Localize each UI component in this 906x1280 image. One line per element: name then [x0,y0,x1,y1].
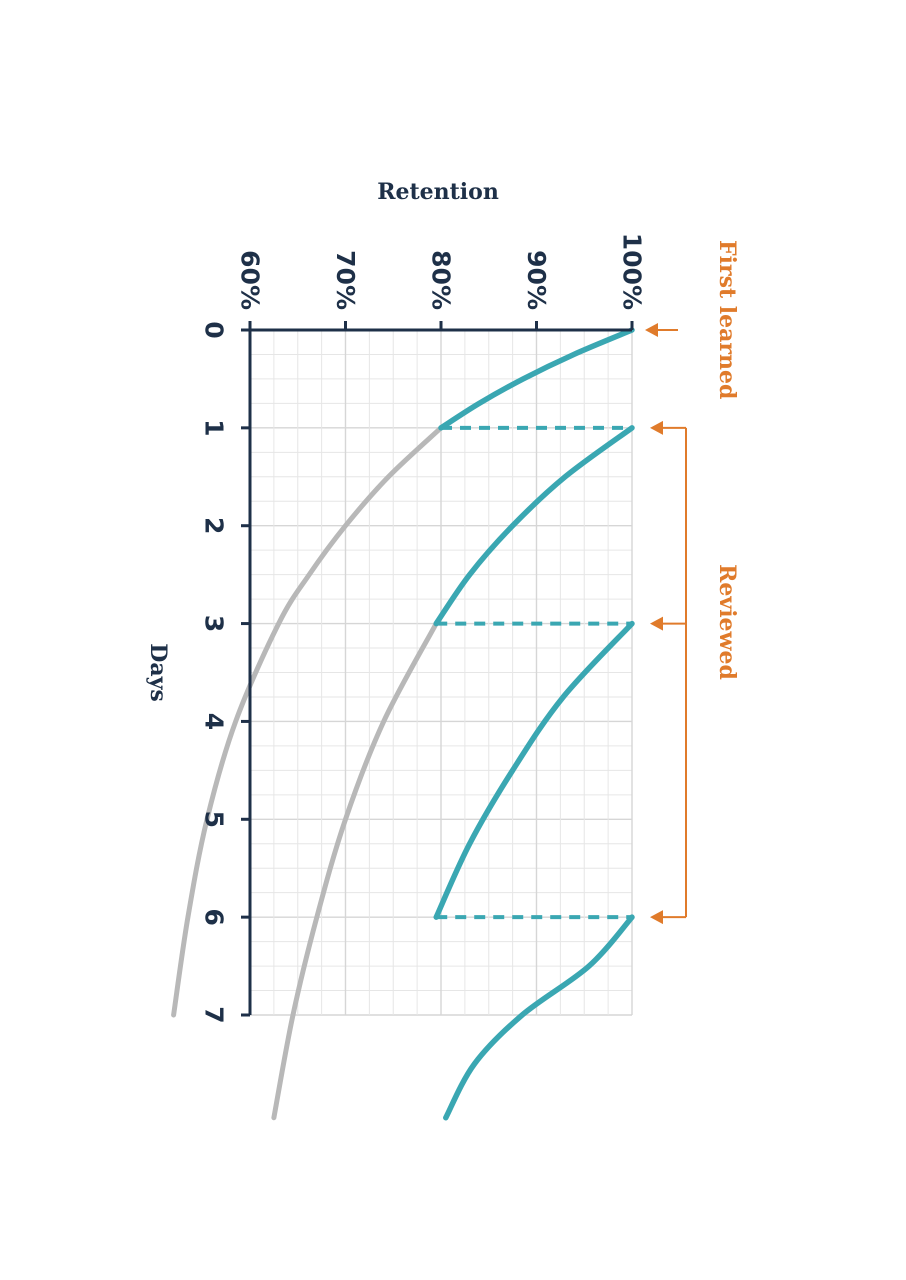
x-tick-label: 1 [200,419,229,436]
arrow-head [650,616,663,631]
x-tick-label: 3 [200,615,229,632]
x-tick-label: 6 [200,908,229,925]
arrow-head [650,420,663,435]
x-tick-label: 0 [200,321,229,338]
y-tick-label: 90% [522,250,551,310]
x-tick-label: 4 [200,713,229,730]
labels: 0 1 2 3 4 5 6 7 60% 70% 80% 90% 100% Days Retention Fir… [145,179,740,1024]
y-tick-label: 70% [331,250,360,310]
series-forgetting-curve-3 [433,620,635,920]
series-forgetting-curve-2 [433,425,635,627]
series-forgetting-curve-1 [438,327,635,431]
x-axis-title: Days [145,643,171,702]
reviewed-label: Reviewed [714,564,740,680]
series-forgetting-curve-2-continued [271,621,439,1121]
arrow-head [645,323,658,337]
series-forgetting-curve-4 [443,914,635,1121]
y-tick-label: 60% [236,250,265,310]
axes [241,321,634,1017]
x-tick-label: 5 [200,811,229,828]
y-tick-label: 80% [427,250,456,310]
first-learned-label: First learned [714,240,740,399]
series-group [171,327,635,1121]
x-tick-label: 2 [200,517,229,534]
arrow-head [650,910,663,925]
series-forgetting-curve-1-continued [171,425,444,1018]
y-tick-label: 100% [618,233,647,310]
y-axis-title: Retention [377,179,499,205]
x-tick-label: 7 [200,1006,229,1023]
